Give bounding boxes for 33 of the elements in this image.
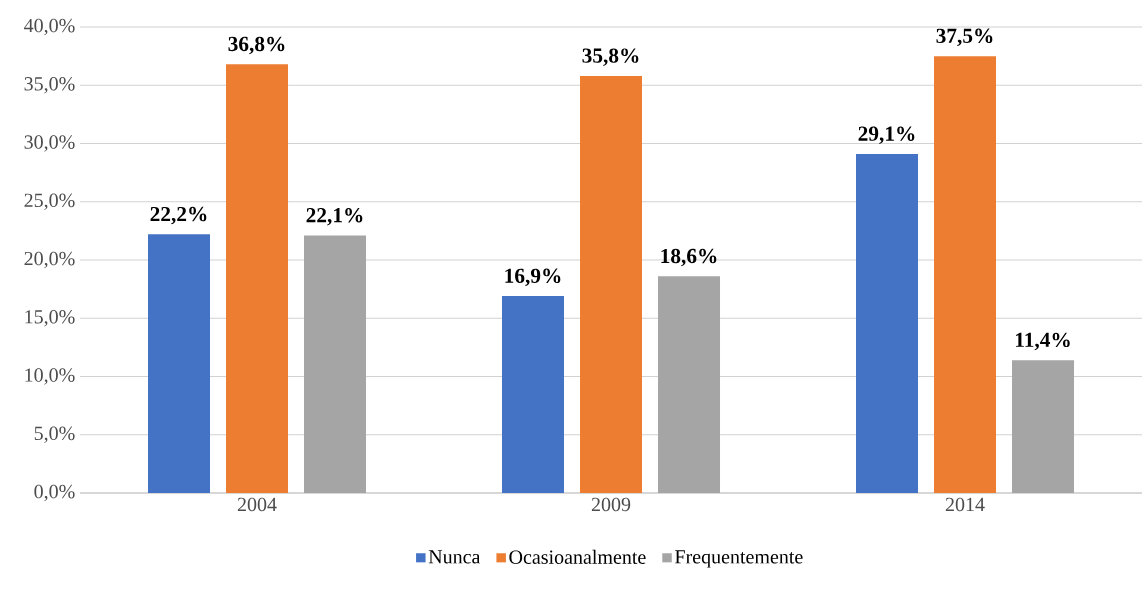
y-tick-label: 5,0% (34, 426, 75, 443)
bar (856, 153, 919, 493)
data-label: 22,1% (306, 208, 363, 226)
data-label: 11,4% (1015, 332, 1070, 351)
bar (580, 75, 643, 493)
y-tick-label: 10,0% (25, 368, 75, 385)
bar (934, 56, 997, 493)
legend-label: Nunca (428, 550, 481, 564)
y-tick-label: 40,0% (24, 18, 75, 36)
data-label: 16,9% (505, 268, 561, 287)
data-label: 29,1% (858, 126, 915, 144)
y-tick-label: 35,0% (24, 77, 75, 94)
bar (304, 235, 367, 493)
bar (658, 276, 721, 493)
bar (148, 234, 211, 493)
data-label: 35,8% (582, 48, 639, 66)
data-label: 36,8% (228, 36, 285, 55)
data-label: 37,5% (936, 28, 993, 47)
x-tick-label: 2009 (591, 497, 631, 512)
x-tick-label: 2004 (237, 497, 277, 512)
legend-label: Ocasioanalmente (509, 549, 646, 564)
y-tick-label: 0,0% (34, 484, 75, 502)
bar (502, 296, 565, 493)
data-label: 18,6% (661, 248, 717, 267)
data-label: 22,2% (150, 206, 207, 225)
legend-label: Frequentemente (675, 550, 803, 568)
bar (226, 64, 289, 493)
y-tick-label: 15,0% (25, 310, 75, 327)
y-tick-label: 30,0% (24, 135, 75, 152)
y-tick-label: 25,0% (24, 193, 75, 210)
x-tick-label: 2014 (945, 497, 985, 512)
y-tick-label: 20,0% (24, 251, 75, 269)
bar (1012, 360, 1075, 493)
